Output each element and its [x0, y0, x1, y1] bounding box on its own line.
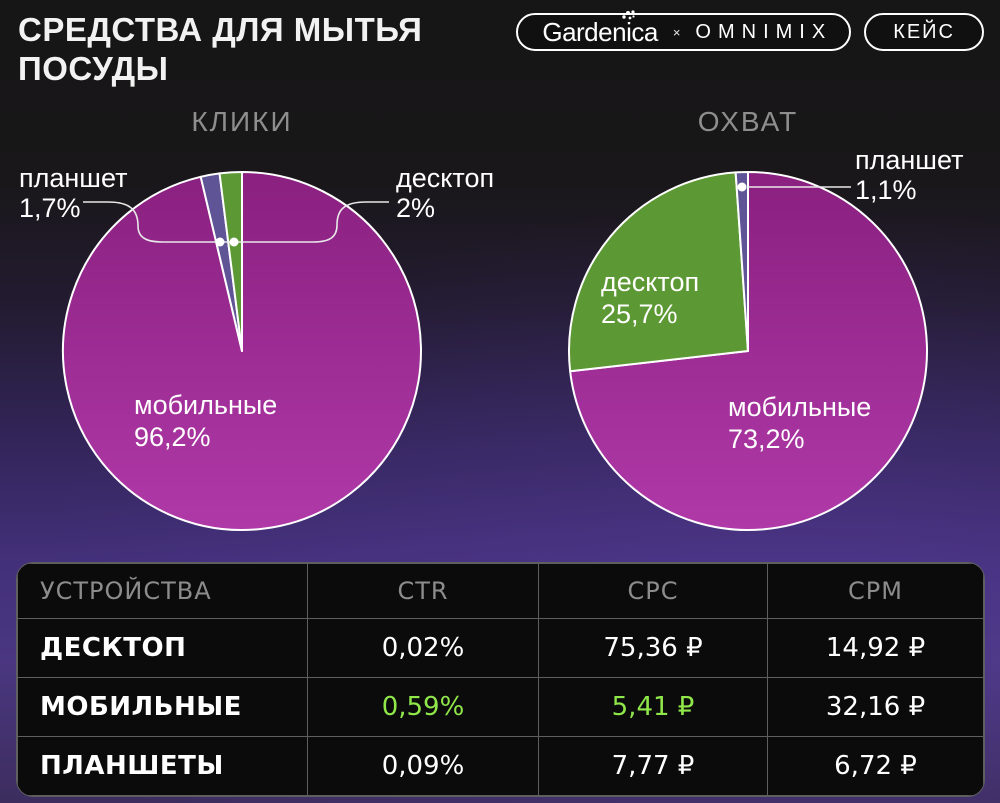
table-row-desktop: ДЕСКТОП 0,02% 75,36 ₽ 14,92 ₽	[17, 618, 984, 678]
cpm-value: 14,92 ₽	[767, 618, 984, 678]
pie-slice-tablet	[734, 171, 749, 352]
brand-area: Gardenica × OMNIMIX КЕЙС	[516, 9, 984, 51]
cpm-value: 32,16 ₽	[767, 677, 984, 737]
reach-tablet-dot	[737, 182, 747, 192]
device-name: МОБИЛЬНЫЕ	[17, 677, 308, 737]
brand-separator: ×	[672, 24, 681, 40]
brand-left-label: Gardenica	[542, 16, 658, 47]
ctr-value: 0,02%	[307, 618, 539, 678]
cpm-value: 6,72 ₽	[767, 736, 984, 796]
reach-mobile-label: мобильные 73,2%	[728, 392, 872, 454]
clicks-tablet-label: планшет 1,7%	[19, 163, 128, 223]
ctr-value: 0,09%	[307, 736, 539, 796]
clicks-tablet-dot	[215, 237, 225, 247]
device-name: ПЛАНШЕТЫ	[17, 736, 308, 796]
reach-tablet-label: планшет 1,1%	[855, 145, 964, 205]
brand-right-label: OMNIMIX	[695, 20, 833, 43]
page-title: СРЕДСТВА ДЛЯ МЫТЬЯ ПОСУДЫ	[18, 11, 423, 87]
cpc-value: 7,77 ₽	[538, 736, 768, 796]
gardenica-logo: Gardenica	[542, 9, 658, 48]
cpc-value: 75,36 ₽	[538, 618, 768, 678]
ctr-value-highlighted: 0,59%	[307, 677, 539, 737]
column-header-ctr: CTR	[307, 563, 539, 619]
device-name: ДЕСКТОП	[17, 618, 308, 678]
pie-slice-desktop	[568, 171, 749, 373]
clicks-desktop-label: десктоп 2%	[396, 163, 495, 223]
clicks-pie	[62, 170, 422, 531]
brand-logo-pill: Gardenica × OMNIMIX	[516, 9, 852, 51]
pie-slice-desktop	[218, 170, 243, 352]
table-header-row: УСТРОЙСТВА CTR CPC CPM	[17, 563, 984, 619]
table-row-mobile: МОБИЛЬНЫЕ 0,59% 5,41 ₽ 32,16 ₽	[17, 677, 984, 737]
clicks-chart-title: КЛИКИ	[191, 106, 293, 137]
column-header-cpc: CPC	[538, 563, 768, 619]
flower-icon	[620, 8, 636, 20]
reach-desktop-label: десктоп 25,7%	[601, 267, 700, 329]
device-stats-table: УСТРОЙСТВА CTR CPC CPM ДЕСКТОП 0,02% 75,…	[17, 563, 984, 796]
clicks-mobile-label: мобильные 96,2%	[134, 390, 278, 452]
table-row-tablet: ПЛАНШЕТЫ 0,09% 7,77 ₽ 6,72 ₽	[17, 736, 984, 796]
column-header-cpm: CPM	[767, 563, 984, 619]
reach-chart-title: ОХВАТ	[697, 106, 799, 137]
column-header-devices: УСТРОЙСТВА	[17, 563, 308, 619]
reach-pie	[568, 171, 928, 531]
case-button[interactable]: КЕЙС	[864, 13, 984, 51]
cpc-value-highlighted: 5,41 ₽	[538, 677, 768, 737]
clicks-desktop-dot	[229, 237, 239, 247]
